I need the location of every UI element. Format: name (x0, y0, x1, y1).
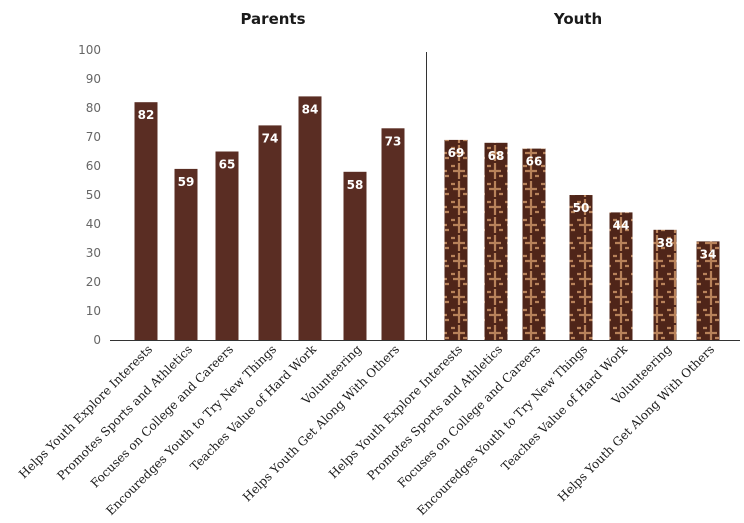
bar (444, 139, 468, 340)
y-tick-label: 60 (86, 159, 101, 173)
y-tick-label: 30 (86, 246, 101, 260)
data-label: 68 (488, 149, 505, 163)
y-tick-label: 90 (86, 72, 101, 86)
data-label: 66 (526, 155, 543, 169)
y-tick-label: 0 (93, 333, 101, 347)
bar (298, 96, 322, 341)
data-label: 69 (448, 146, 465, 160)
bar (343, 171, 367, 340)
bar (569, 195, 593, 340)
data-label: 50 (573, 201, 590, 215)
bar (609, 212, 633, 340)
data-label: 73 (385, 134, 402, 148)
y-tick-label: 100 (78, 43, 101, 57)
bar (696, 241, 720, 340)
data-label: 44 (613, 218, 630, 232)
bar (653, 229, 677, 340)
group-title-parents: Parents (240, 10, 305, 28)
group-title-youth: Youth (553, 10, 602, 28)
y-tick-label: 80 (86, 101, 101, 115)
y-tick-label: 40 (86, 217, 101, 231)
data-label: 59 (178, 175, 195, 189)
y-tick-label: 50 (86, 188, 101, 202)
data-label: 58 (347, 178, 364, 192)
data-label: 84 (302, 102, 319, 116)
bar (258, 125, 282, 341)
y-tick-label: 20 (86, 275, 101, 289)
data-label: 82 (138, 108, 155, 122)
bar (134, 102, 158, 340)
bar (484, 142, 508, 340)
data-label: 65 (219, 158, 236, 172)
y-tick-label: 10 (86, 304, 101, 318)
bar (381, 128, 405, 340)
data-label: 74 (262, 131, 279, 145)
category-label: Helps Youth Get Along With Others (555, 342, 717, 504)
bar (174, 168, 198, 340)
data-label: 38 (657, 236, 674, 250)
data-label: 34 (700, 247, 717, 261)
bar (522, 148, 546, 340)
y-tick-label: 70 (86, 130, 101, 144)
bar (215, 151, 239, 340)
